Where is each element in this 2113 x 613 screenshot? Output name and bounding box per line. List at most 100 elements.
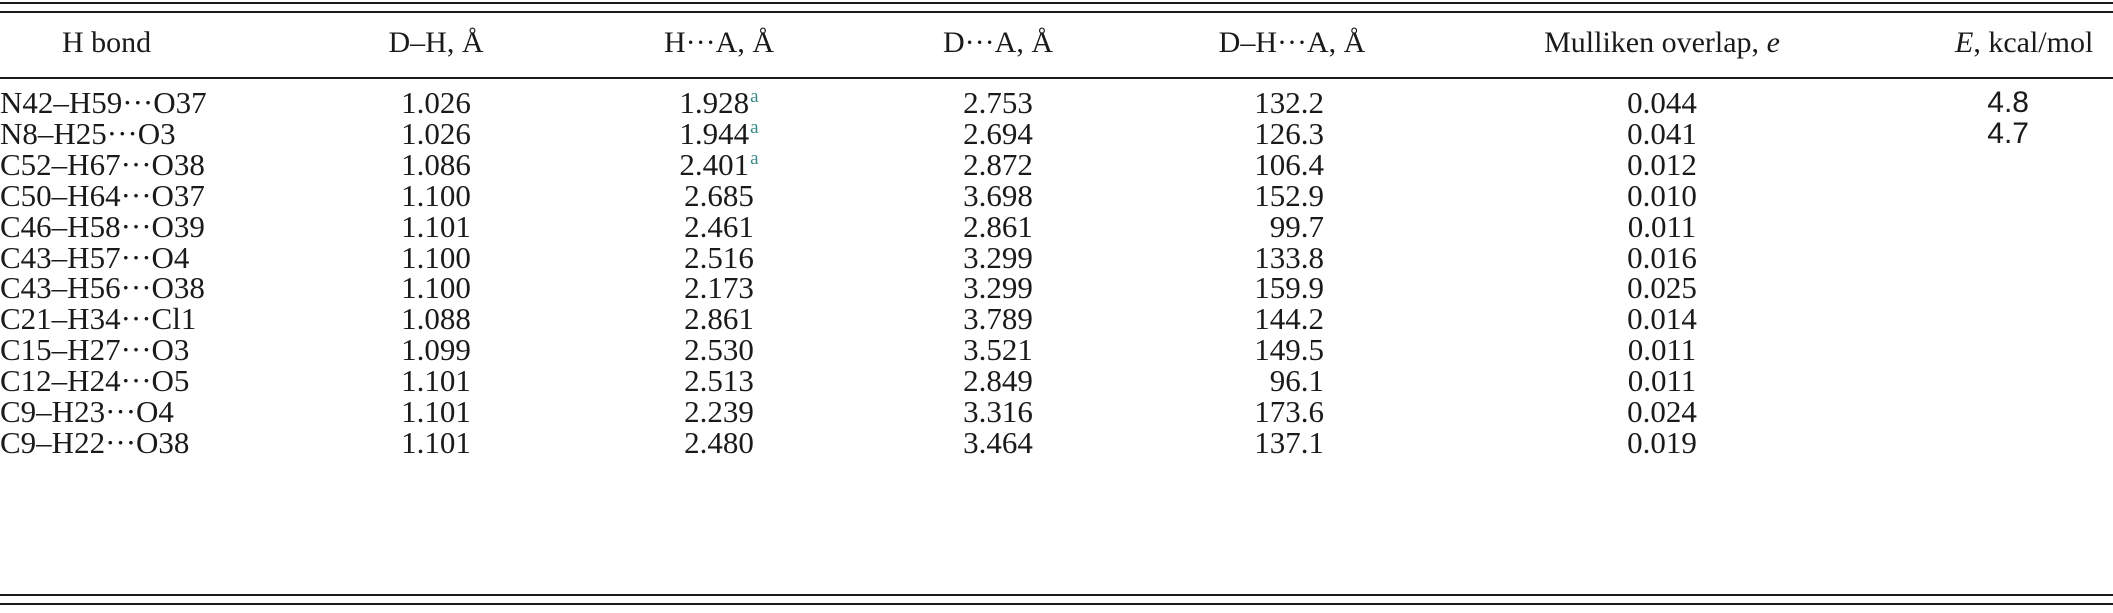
cell-d-h-a-angle: 132.2 [1254, 85, 1324, 120]
cell-h-a-value: 2.513 [684, 363, 754, 399]
cell-d-h: 1.088 [401, 301, 471, 337]
cell-mulliken-overlap: 0.011 [1627, 363, 1697, 399]
cell-mulliken-overlap: 0.044 [1627, 85, 1697, 120]
cell-h-a-value: 2.861 [684, 301, 754, 337]
table-row: C43–H56···O38 1.100 2.173 3.299 159.9 0.025 [0, 272, 2113, 303]
cell-d-h-a-angle: 152.9 [1254, 177, 1324, 213]
cell-d-h-a-angle: 133.8 [1254, 239, 1324, 275]
cell-d-h: 1.100 [401, 177, 471, 213]
cell-d-h-a-angle: 173.6 [1254, 394, 1324, 429]
cell-h-a: 2.461 [684, 211, 754, 242]
cell-h-bond: C43–H57···O4 [0, 239, 190, 275]
bottom-rule-outer [0, 603, 2113, 605]
cell-h-bond: C12–H24···O5 [0, 363, 190, 399]
cell-d-h: 1.100 [401, 270, 471, 306]
cell-mulliken-overlap: 0.012 [1627, 146, 1697, 182]
cell-h-a-value: 2.516 [684, 239, 754, 275]
cell-h-a: 2.685 [684, 180, 754, 211]
header-mulliken-overlap: Mulliken overlap, e [1544, 22, 1780, 63]
cell-h-bond: C9–H22···O38 [0, 424, 190, 460]
cell-h-a: 2.513 [684, 365, 754, 396]
cell-h-a-value: 2.685 [684, 177, 754, 213]
table-row: C21–H34···Cl1 1.088 2.861 3.789 144.2 0.014 [0, 303, 2113, 334]
cell-h-a-value: 2.401 [679, 146, 750, 182]
cell-d-a: 3.698 [963, 177, 1033, 213]
cell-d-h-a-angle: 106.4 [1254, 146, 1324, 182]
cell-d-h-a-angle: 126.3 [1254, 115, 1324, 151]
table-row: C9–H23···O4 1.101 2.239 3.316 173.6 0.024 [0, 396, 2113, 427]
cell-d-h-a-angle: 96.1 [1269, 363, 1324, 399]
header-d-h-a-angle: D–H···A, Å [1218, 26, 1366, 59]
cell-d-a: 3.299 [963, 239, 1033, 275]
cell-h-bond: C21–H34···Cl1 [0, 301, 197, 337]
footnote-marker: a [750, 116, 759, 138]
cell-h-a: 2.173 [684, 272, 754, 303]
cell-h-a-value: 2.461 [684, 208, 754, 244]
cell-d-h-a-angle: 144.2 [1254, 301, 1324, 337]
footnote-marker: a [750, 147, 759, 169]
cell-d-h-a-angle: 149.5 [1254, 332, 1324, 368]
cell-h-a-value: 2.530 [684, 332, 754, 368]
cell-h-a: 1.944a [679, 118, 758, 149]
header-row: H bond D–H, Å H···A, Å D···A, Å D–H···A,… [0, 22, 2113, 63]
cell-mulliken-overlap: 0.011 [1627, 208, 1697, 244]
table-row: C9–H22···O38 1.101 2.480 3.464 137.1 0.019 [0, 427, 2113, 458]
cell-h-a: 1.928a [679, 87, 758, 118]
header-mulliken-label: Mulliken overlap, [1544, 26, 1767, 59]
cell-d-h: 1.026 [401, 85, 471, 120]
table-row: C15–H27···O3 1.099 2.530 3.521 149.5 0.011 [0, 334, 2113, 365]
cell-h-a-value: 2.480 [684, 424, 754, 460]
cell-h-bond: N42–H59···O37 [0, 85, 207, 120]
bottom-rule-inner [0, 594, 2113, 596]
cell-d-a: 2.849 [963, 363, 1033, 399]
top-rule-outer [0, 2, 2113, 4]
cell-h-a-value: 2.239 [684, 394, 754, 429]
cell-d-h: 1.026 [401, 115, 471, 151]
cell-d-a: 2.861 [963, 208, 1033, 244]
header-energy-symbol: E [1955, 26, 1974, 59]
cell-h-a-value: 2.173 [684, 270, 754, 306]
header-energy: E, kcal/mol [1955, 22, 2093, 63]
table-row: N42–H59···O37 1.026 1.928a 2.753 132.2 0.044 4… [0, 87, 2113, 118]
table-row: C12–H24···O5 1.101 2.513 2.849 96.1 0.011 [0, 365, 2113, 396]
cell-h-bond: C52–H67···O38 [0, 146, 205, 182]
cell-energy: 4.8 [1987, 86, 2029, 119]
header-rule [0, 77, 2113, 79]
cell-h-a-value: 1.944 [679, 115, 750, 151]
cell-h-bond: N8–H25···O3 [0, 115, 176, 151]
cell-d-h: 1.086 [401, 146, 471, 182]
cell-d-a: 2.872 [963, 146, 1033, 182]
cell-d-h: 1.101 [401, 394, 471, 429]
cell-h-bond: C15–H27···O3 [0, 332, 190, 368]
cell-d-h: 1.101 [401, 208, 471, 244]
cell-h-bond: C50–H64···O37 [0, 177, 205, 213]
table-row: C43–H57···O4 1.100 2.516 3.299 133.8 0.016 [0, 242, 2113, 273]
cell-d-h-a-angle: 99.7 [1269, 208, 1324, 244]
cell-d-h: 1.101 [401, 424, 471, 460]
cell-mulliken-overlap: 0.014 [1627, 301, 1697, 337]
cell-d-a: 2.753 [963, 85, 1033, 120]
cell-d-a: 2.694 [963, 115, 1033, 151]
cell-d-a: 3.464 [963, 424, 1033, 460]
cell-energy: 4.7 [1987, 116, 2029, 150]
table-row: N8–H25···O3 1.026 1.944a 2.694 126.3 0.041 4.7 [0, 118, 2113, 149]
footnote-marker: a [750, 86, 759, 107]
cell-h-a: 2.239 [684, 396, 754, 427]
cell-h-a: 2.480 [684, 427, 754, 458]
cell-mulliken-overlap: 0.025 [1627, 270, 1697, 306]
header-mulliken-unit: e [1766, 26, 1780, 59]
cell-d-h-a-angle: 159.9 [1254, 270, 1324, 306]
cell-d-a: 3.789 [963, 301, 1033, 337]
header-d-h: D–H, Å [388, 26, 484, 59]
cell-h-bond: C9–H23···O4 [0, 394, 174, 429]
cell-h-bond: C46–H58···O39 [0, 208, 205, 244]
header-energy-unit: , kcal/mol [1973, 26, 2094, 59]
cell-h-a-value: 1.928 [679, 85, 750, 120]
table-row: C46–H58···O39 1.101 2.461 2.861 99.7 0.011 [0, 211, 2113, 242]
top-rule-inner [0, 11, 2113, 13]
cell-d-a: 3.316 [963, 394, 1033, 429]
cell-mulliken-overlap: 0.011 [1627, 332, 1697, 368]
header-h-bond: H bond [62, 26, 152, 59]
cell-h-bond: C43–H56···O38 [0, 270, 205, 306]
cell-d-h: 1.101 [401, 363, 471, 399]
